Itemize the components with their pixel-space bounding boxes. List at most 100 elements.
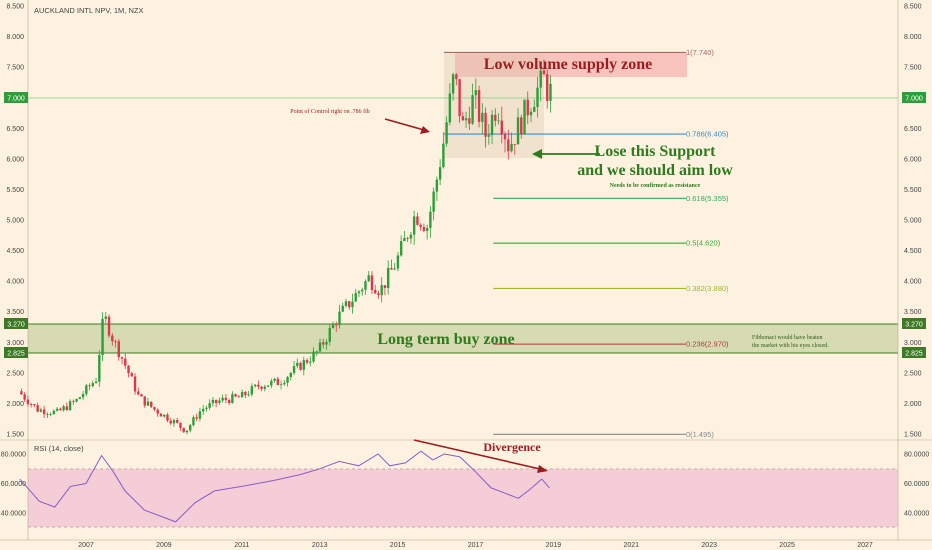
- y-tick-left: 3.000: [6, 340, 24, 347]
- candle-body: [46, 414, 49, 415]
- y-tick-left: 7.500: [6, 65, 24, 72]
- candle-body: [260, 386, 263, 389]
- candle-body: [169, 420, 172, 424]
- candle-body: [526, 99, 529, 116]
- x-tick: 2009: [156, 542, 172, 549]
- candle-body: [114, 341, 117, 343]
- candle-body: [494, 114, 497, 121]
- fib-note-line2: the market with his eyes closed.: [752, 343, 829, 349]
- candle-body: [253, 384, 257, 387]
- price-tag-left-2825: [4, 347, 28, 358]
- candle-body: [302, 360, 305, 370]
- candle-body: [292, 366, 296, 373]
- price-tag-right-3270-text: 3.270: [905, 322, 923, 329]
- candle-body: [315, 351, 318, 353]
- candle-body: [237, 396, 241, 398]
- candle-body: [231, 394, 234, 404]
- x-tick: 2023: [701, 542, 717, 549]
- price-tag-left-3270-text: 3.270: [7, 322, 25, 329]
- fib-label: 0.786(6.405): [686, 130, 729, 139]
- y-tick-right: 8.000: [904, 34, 922, 41]
- fib-label: 0.382(3.880): [686, 284, 729, 293]
- price-tag-right-3270: [902, 318, 926, 329]
- y-tick-right: 3.500: [904, 309, 922, 316]
- candle-body: [176, 420, 179, 423]
- candle-body: [198, 411, 202, 419]
- candle-body: [445, 122, 448, 144]
- candle-body: [523, 99, 526, 135]
- y-tick-left: 8.500: [6, 4, 24, 11]
- candle-body: [331, 324, 335, 328]
- candle-body: [143, 396, 146, 406]
- candle-body: [273, 378, 276, 381]
- buy-zone: [28, 324, 898, 353]
- candle-body: [39, 409, 43, 412]
- candle-body: [386, 267, 390, 288]
- candle-body: [361, 289, 364, 292]
- y-tick-right: 1.500: [904, 432, 922, 439]
- candle-body: [374, 290, 377, 294]
- candle-body: [481, 112, 484, 122]
- candle-body: [322, 342, 325, 345]
- candle-body: [283, 382, 286, 385]
- price-tag-left-3270: [4, 318, 28, 329]
- candle-body: [88, 385, 91, 387]
- price-tag-left-2825-text: 2.825: [7, 351, 25, 358]
- candle-body: [539, 70, 542, 88]
- supply-zone: [455, 52, 687, 77]
- x-tick: 2007: [78, 542, 94, 549]
- candle-body: [279, 384, 283, 386]
- candle-body: [412, 216, 416, 235]
- candle-body: [192, 417, 195, 426]
- candle-body: [542, 70, 546, 75]
- candle-body: [130, 373, 133, 377]
- y-tick-left: 5.500: [6, 187, 24, 194]
- candle-body: [104, 316, 107, 319]
- y-tick-right: 7.500: [904, 65, 922, 72]
- candle-body: [312, 351, 315, 362]
- y-tick-right: 8.500: [904, 4, 922, 11]
- candle-body: [211, 399, 215, 404]
- x-tick: 2015: [390, 542, 406, 549]
- candle-body: [234, 394, 237, 397]
- price-tag-left-current-text: 7.000: [7, 96, 25, 103]
- rsi-tick-right: 60.0000: [904, 481, 929, 488]
- candle-body: [55, 408, 59, 411]
- candle-body: [163, 414, 166, 417]
- candle-body: [140, 394, 143, 397]
- candle-body: [150, 401, 153, 408]
- poc-arrow: [384, 118, 425, 131]
- candle-body: [29, 404, 33, 405]
- rsi-band: [28, 469, 898, 527]
- y-tick-right: 5.500: [904, 187, 922, 194]
- candle-body: [166, 414, 169, 421]
- y-tick-right: 3.000: [904, 340, 922, 347]
- fib-label: 0.236(2.970): [686, 340, 729, 349]
- time-ticks: 2007 2009 2011 2013 2015 2017 2019 2021 2023 2025…: [78, 542, 873, 549]
- candle-body: [328, 327, 331, 342]
- candle-body: [419, 224, 422, 227]
- candle-body: [117, 341, 120, 358]
- candle-body: [536, 87, 539, 107]
- candle-body: [247, 394, 250, 396]
- candle-body: [208, 403, 211, 408]
- candle-body: [78, 397, 82, 400]
- price-tag-left-current: [4, 92, 28, 103]
- fib-label: 0.5(4.620): [686, 239, 721, 248]
- candle-body: [120, 357, 124, 359]
- candle-body: [101, 318, 104, 356]
- y-tick-right: 2.500: [904, 370, 922, 377]
- candle-body: [399, 241, 403, 256]
- candle-body: [474, 90, 478, 96]
- candle-body: [487, 135, 491, 137]
- candle-body: [127, 365, 130, 374]
- candle-body: [348, 301, 351, 308]
- candle-body: [468, 118, 471, 124]
- symbol-title: AUCKLAND INTL NPV, 1M, NZX: [34, 6, 143, 15]
- candle-body: [425, 227, 429, 231]
- x-tick: 2013: [312, 542, 328, 549]
- candle-body: [341, 305, 344, 312]
- candle-body: [124, 358, 127, 366]
